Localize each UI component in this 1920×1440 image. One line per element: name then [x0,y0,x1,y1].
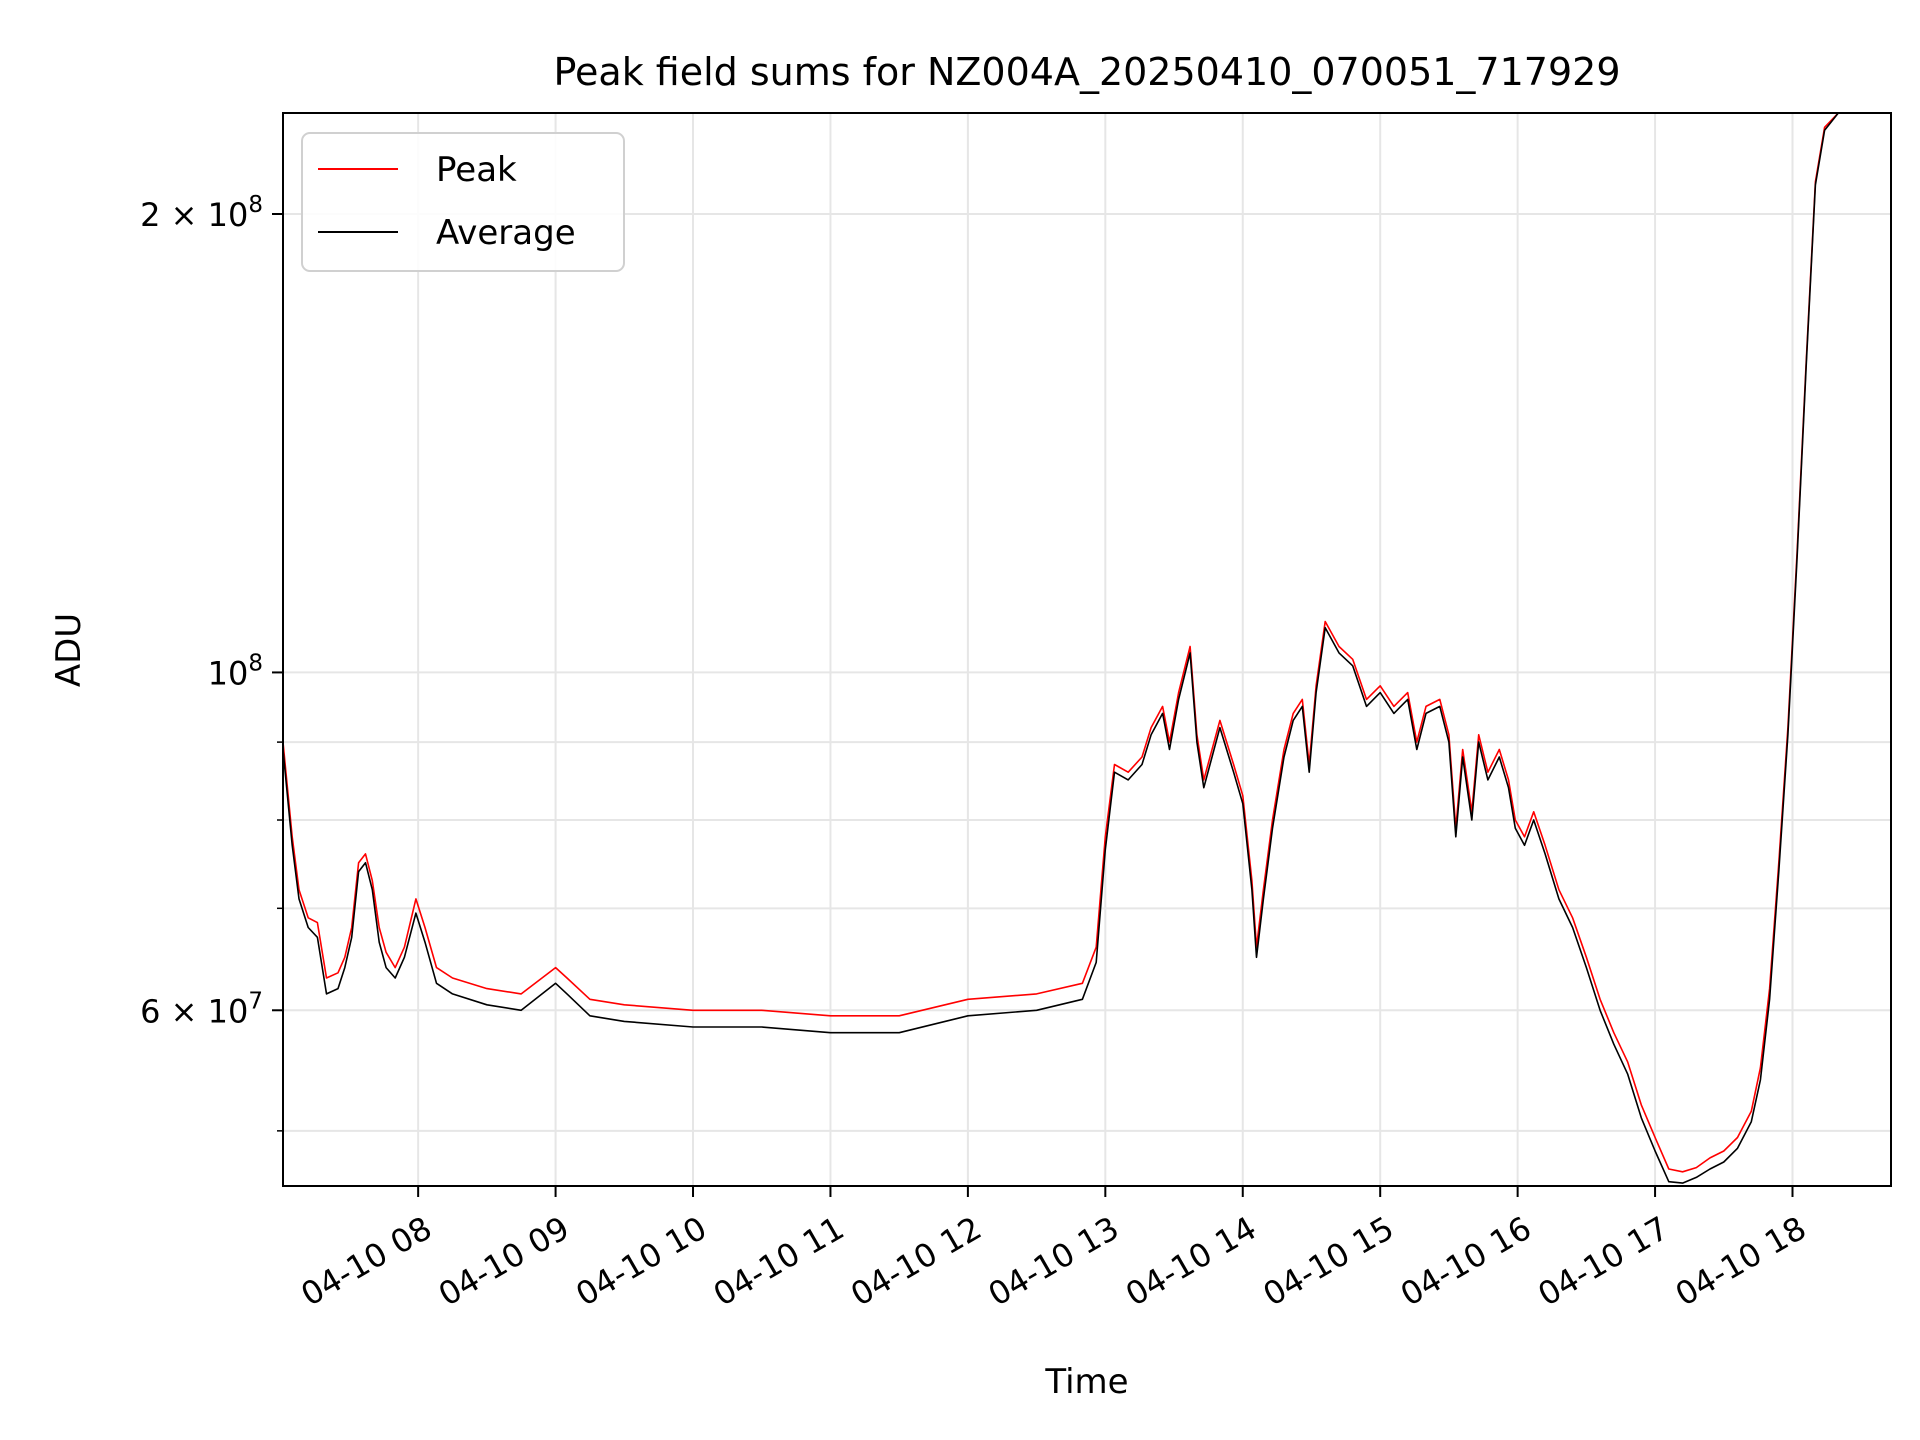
series-line-average [283,113,1839,1184]
y-tick-label: 6 × 107 [140,988,263,1030]
plot-frame [282,112,1892,1187]
legend-label-peak: Peak [436,150,517,190]
x-axis-label: Time [1044,1362,1128,1402]
legend: Peak Average [301,132,625,272]
y-tick-label-base: 2 × 10 [140,196,248,234]
series-line-peak [283,113,1839,1173]
series-layer [283,113,1839,1184]
y-tick-label-exponent: 8 [248,192,263,218]
legend-label-average: Average [436,213,576,253]
y-tick-label: 2 × 108 [140,192,263,234]
y-tick-label-base: 6 × 10 [140,992,248,1030]
y-tick-label: 108 [208,650,263,692]
y-axis-label: ADU [49,613,89,687]
legend-box [301,132,625,272]
chart-title: Peak field sums for NZ004A_20250410_0700… [553,50,1620,94]
y-tick-label-exponent: 8 [248,650,263,676]
y-tick-label-base: 10 [208,654,249,692]
y-tick-label-exponent: 7 [248,988,263,1014]
